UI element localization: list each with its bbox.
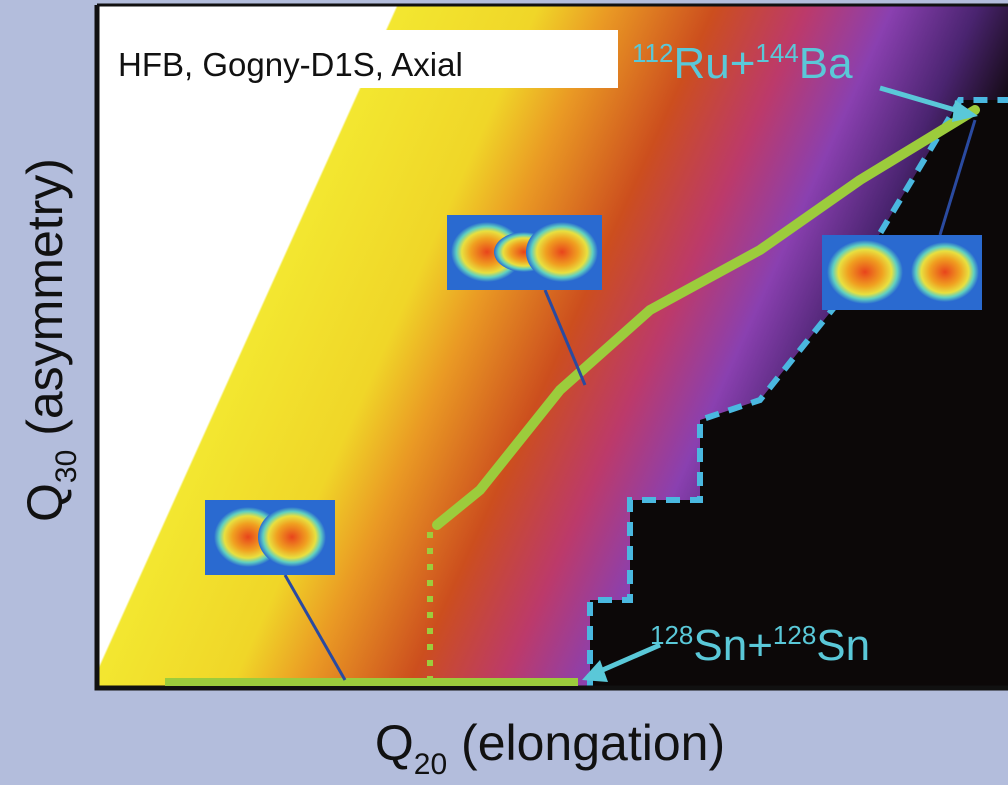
arrow-head <box>582 660 608 682</box>
nucleus-shape <box>258 507 326 567</box>
arrow-line <box>879 85 963 115</box>
element: Ru+ <box>673 39 755 88</box>
nucleus-shape <box>827 240 903 304</box>
x-axis-label: Q20 (elongation) <box>375 715 725 781</box>
axis-subscript: 30 <box>50 450 83 483</box>
arrow-line <box>597 642 661 675</box>
element: Ba <box>799 39 853 88</box>
fragments-label: 112Ru+144Ba <box>632 38 853 88</box>
fragments-label: 128Sn+128Sn <box>650 620 870 670</box>
axis-text: (asymmetry) <box>17 158 73 450</box>
mass-number: 112 <box>632 38 673 68</box>
mass-number: 144 <box>755 38 798 68</box>
axis-text: (elongation) <box>447 715 725 771</box>
shape-inset <box>822 119 982 310</box>
inset-connector <box>543 289 587 386</box>
y-axis-label: Q30 (asymmetry) <box>17 158 83 522</box>
shape-inset <box>447 215 602 386</box>
arrow-head <box>952 100 978 122</box>
plot-title: HFB, Gogny-D1S, Axial <box>118 46 463 83</box>
boundary-dashes <box>587 97 1008 688</box>
title-background <box>108 30 618 88</box>
inset-connector <box>283 574 347 681</box>
nucleus-shape <box>911 242 979 302</box>
axis-subscript: 20 <box>414 748 447 781</box>
inset-connector <box>938 119 977 236</box>
element: Sn <box>816 621 870 670</box>
fission-path <box>432 105 980 530</box>
element: Sn+ <box>693 621 773 670</box>
axis-symbol: Q <box>375 715 414 771</box>
axis-symbol: Q <box>17 483 73 522</box>
nucleus-shape <box>526 222 598 282</box>
plot-frame <box>94 5 1008 691</box>
shape-inset <box>205 500 347 681</box>
mass-number: 128 <box>773 620 816 650</box>
